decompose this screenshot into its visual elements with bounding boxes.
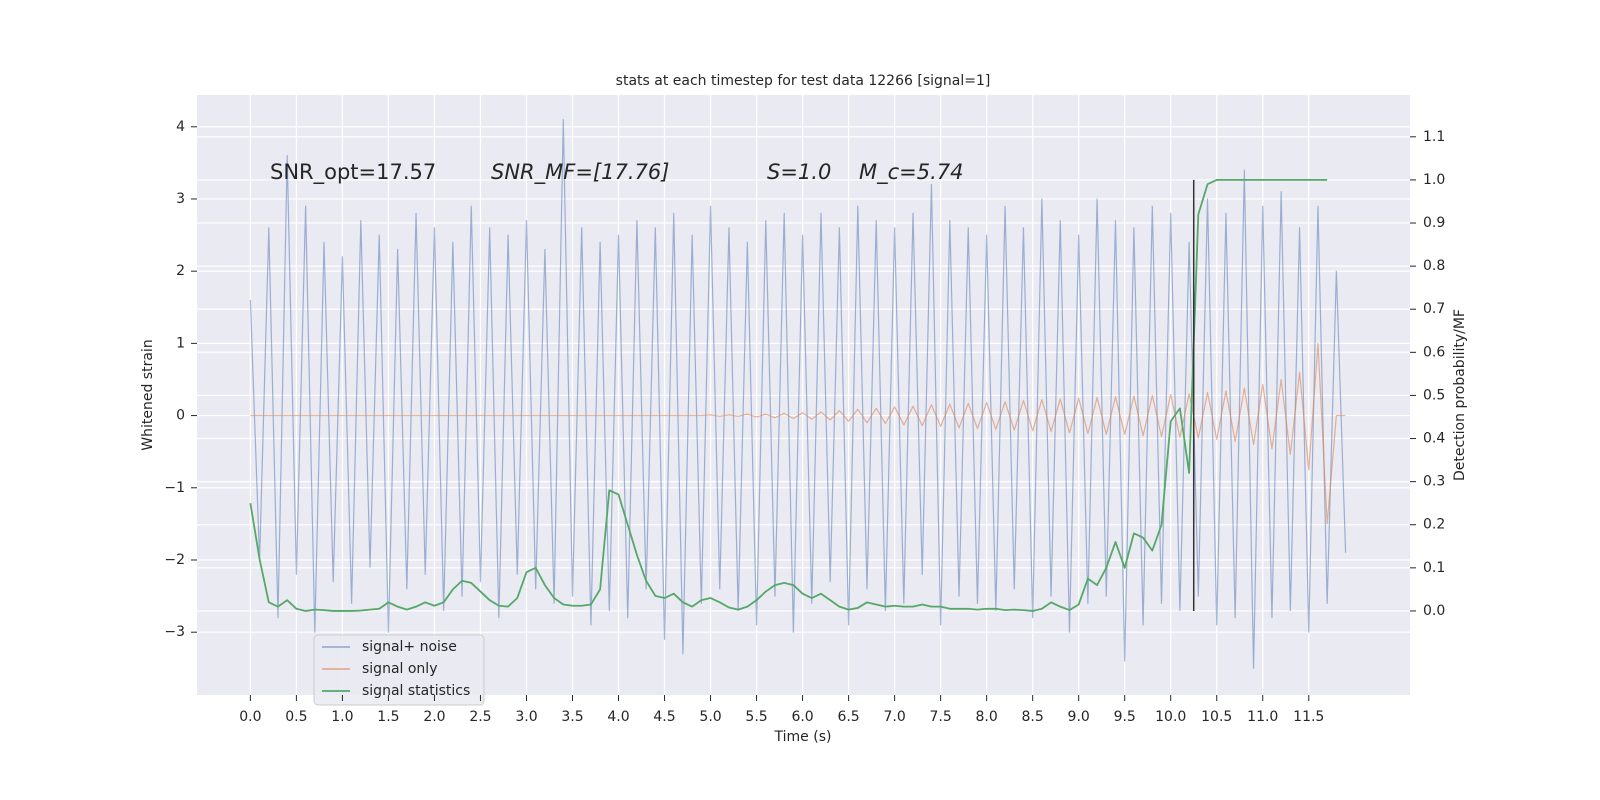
x-tick-label: 11.5 xyxy=(1293,709,1324,725)
x-tick-label: 8.5 xyxy=(1022,709,1044,725)
legend-label: signal only xyxy=(362,661,437,677)
y2-tick-label: 0.7 xyxy=(1423,301,1445,317)
x-tick-label: 5.0 xyxy=(699,709,721,725)
y2-tick-label: 0.9 xyxy=(1423,215,1445,231)
legend-label: signal+ noise xyxy=(362,639,457,655)
series-line xyxy=(250,342,1346,525)
x-tick-label: 0.5 xyxy=(285,709,307,725)
y-tick-label: 0 xyxy=(176,408,185,424)
y-axis-label: Whitened strain xyxy=(140,339,156,450)
y2-tick-label: 0.4 xyxy=(1423,431,1445,447)
y2-tick-label: 0.1 xyxy=(1423,560,1445,576)
x-tick-label: 2.5 xyxy=(469,709,491,725)
x-tick-label: 10.0 xyxy=(1155,709,1186,725)
y2-tick-label: 1.1 xyxy=(1423,129,1445,145)
x-tick-label: 9.0 xyxy=(1068,709,1090,725)
x-tick-label: 6.5 xyxy=(837,709,859,725)
series-line xyxy=(249,118,1347,669)
annotation: SNR_opt=17.57 xyxy=(270,160,436,185)
marks xyxy=(249,118,1347,669)
annotation: S=1.0 xyxy=(767,160,831,184)
y2-tick-label: 0.3 xyxy=(1423,474,1445,490)
x-tick-label: 7.5 xyxy=(929,709,951,725)
series-line xyxy=(249,179,1328,612)
x-tick-label: 5.5 xyxy=(745,709,767,725)
y2-tick-label: 0.0 xyxy=(1423,603,1445,619)
x-tick-label: 8.0 xyxy=(976,709,998,725)
x-tick-label: 2.0 xyxy=(423,709,445,725)
x-tick-label: 6.0 xyxy=(791,709,813,725)
y-tick-label: 1 xyxy=(176,335,185,351)
y2-tick-label: 1.0 xyxy=(1423,172,1445,188)
y2-tick-label: 0.2 xyxy=(1423,517,1445,533)
x-tick-label: 1.5 xyxy=(377,709,399,725)
x-tick-label: 0.0 xyxy=(239,709,261,725)
annotation: SNR_MF=[17.76] xyxy=(491,160,669,185)
x-tick-label: 4.0 xyxy=(607,709,629,725)
x-tick-label: 3.0 xyxy=(515,709,537,725)
y-tick-label: −3 xyxy=(164,624,185,640)
x-tick-label: 4.5 xyxy=(653,709,675,725)
y2-tick-label: 0.6 xyxy=(1423,344,1445,360)
legend-box xyxy=(313,634,485,706)
x-tick-label: 1.0 xyxy=(331,709,353,725)
x-tick-label: 10.5 xyxy=(1201,709,1232,725)
y-tick-label: 3 xyxy=(176,191,185,207)
x-tick-label: 11.0 xyxy=(1247,709,1278,725)
annotation: M_c=5.74 xyxy=(859,160,964,185)
legend: signal+ noise signal only signal statistic… xyxy=(313,634,485,706)
y-tick-label: −2 xyxy=(164,552,185,568)
y2-tick-label: 0.8 xyxy=(1423,258,1445,274)
y-tick-label: −1 xyxy=(164,480,185,496)
x-tick-label: 9.5 xyxy=(1114,709,1136,725)
x-tick-label: 7.0 xyxy=(883,709,905,725)
y-tick-label: 4 xyxy=(176,119,185,135)
y2-axis-label: Detection probability/MF xyxy=(1452,309,1468,481)
y2-tick-label: 0.5 xyxy=(1423,387,1445,403)
legend-label: signal statistics xyxy=(362,683,470,699)
x-tick-label: 3.5 xyxy=(561,709,583,725)
x-axis-label: Time (s) xyxy=(774,729,832,745)
chart-title: stats at each timestep for test data 122… xyxy=(616,73,991,89)
y-tick-label: 2 xyxy=(176,263,185,279)
